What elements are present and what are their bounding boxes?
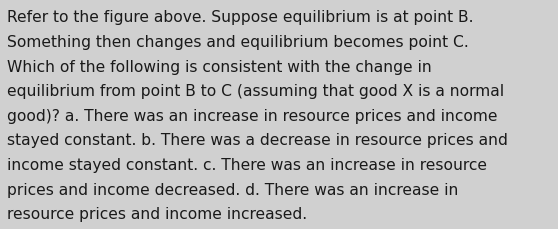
Text: equilibrium from point B to C (assuming that good X is a normal: equilibrium from point B to C (assuming …: [7, 84, 504, 99]
Text: good)? a. There was an increase in resource prices and income: good)? a. There was an increase in resou…: [7, 108, 498, 123]
Text: Something then changes and equilibrium becomes point C.: Something then changes and equilibrium b…: [7, 35, 469, 50]
Text: Which of the following is consistent with the change in: Which of the following is consistent wit…: [7, 59, 432, 74]
Text: resource prices and income increased.: resource prices and income increased.: [7, 206, 307, 221]
Text: stayed constant. b. There was a decrease in resource prices and: stayed constant. b. There was a decrease…: [7, 133, 508, 148]
Text: prices and income decreased. d. There was an increase in: prices and income decreased. d. There wa…: [7, 182, 459, 197]
Text: income stayed constant. c. There was an increase in resource: income stayed constant. c. There was an …: [7, 157, 487, 172]
Text: Refer to the figure above. Suppose equilibrium is at point B.: Refer to the figure above. Suppose equil…: [7, 10, 474, 25]
